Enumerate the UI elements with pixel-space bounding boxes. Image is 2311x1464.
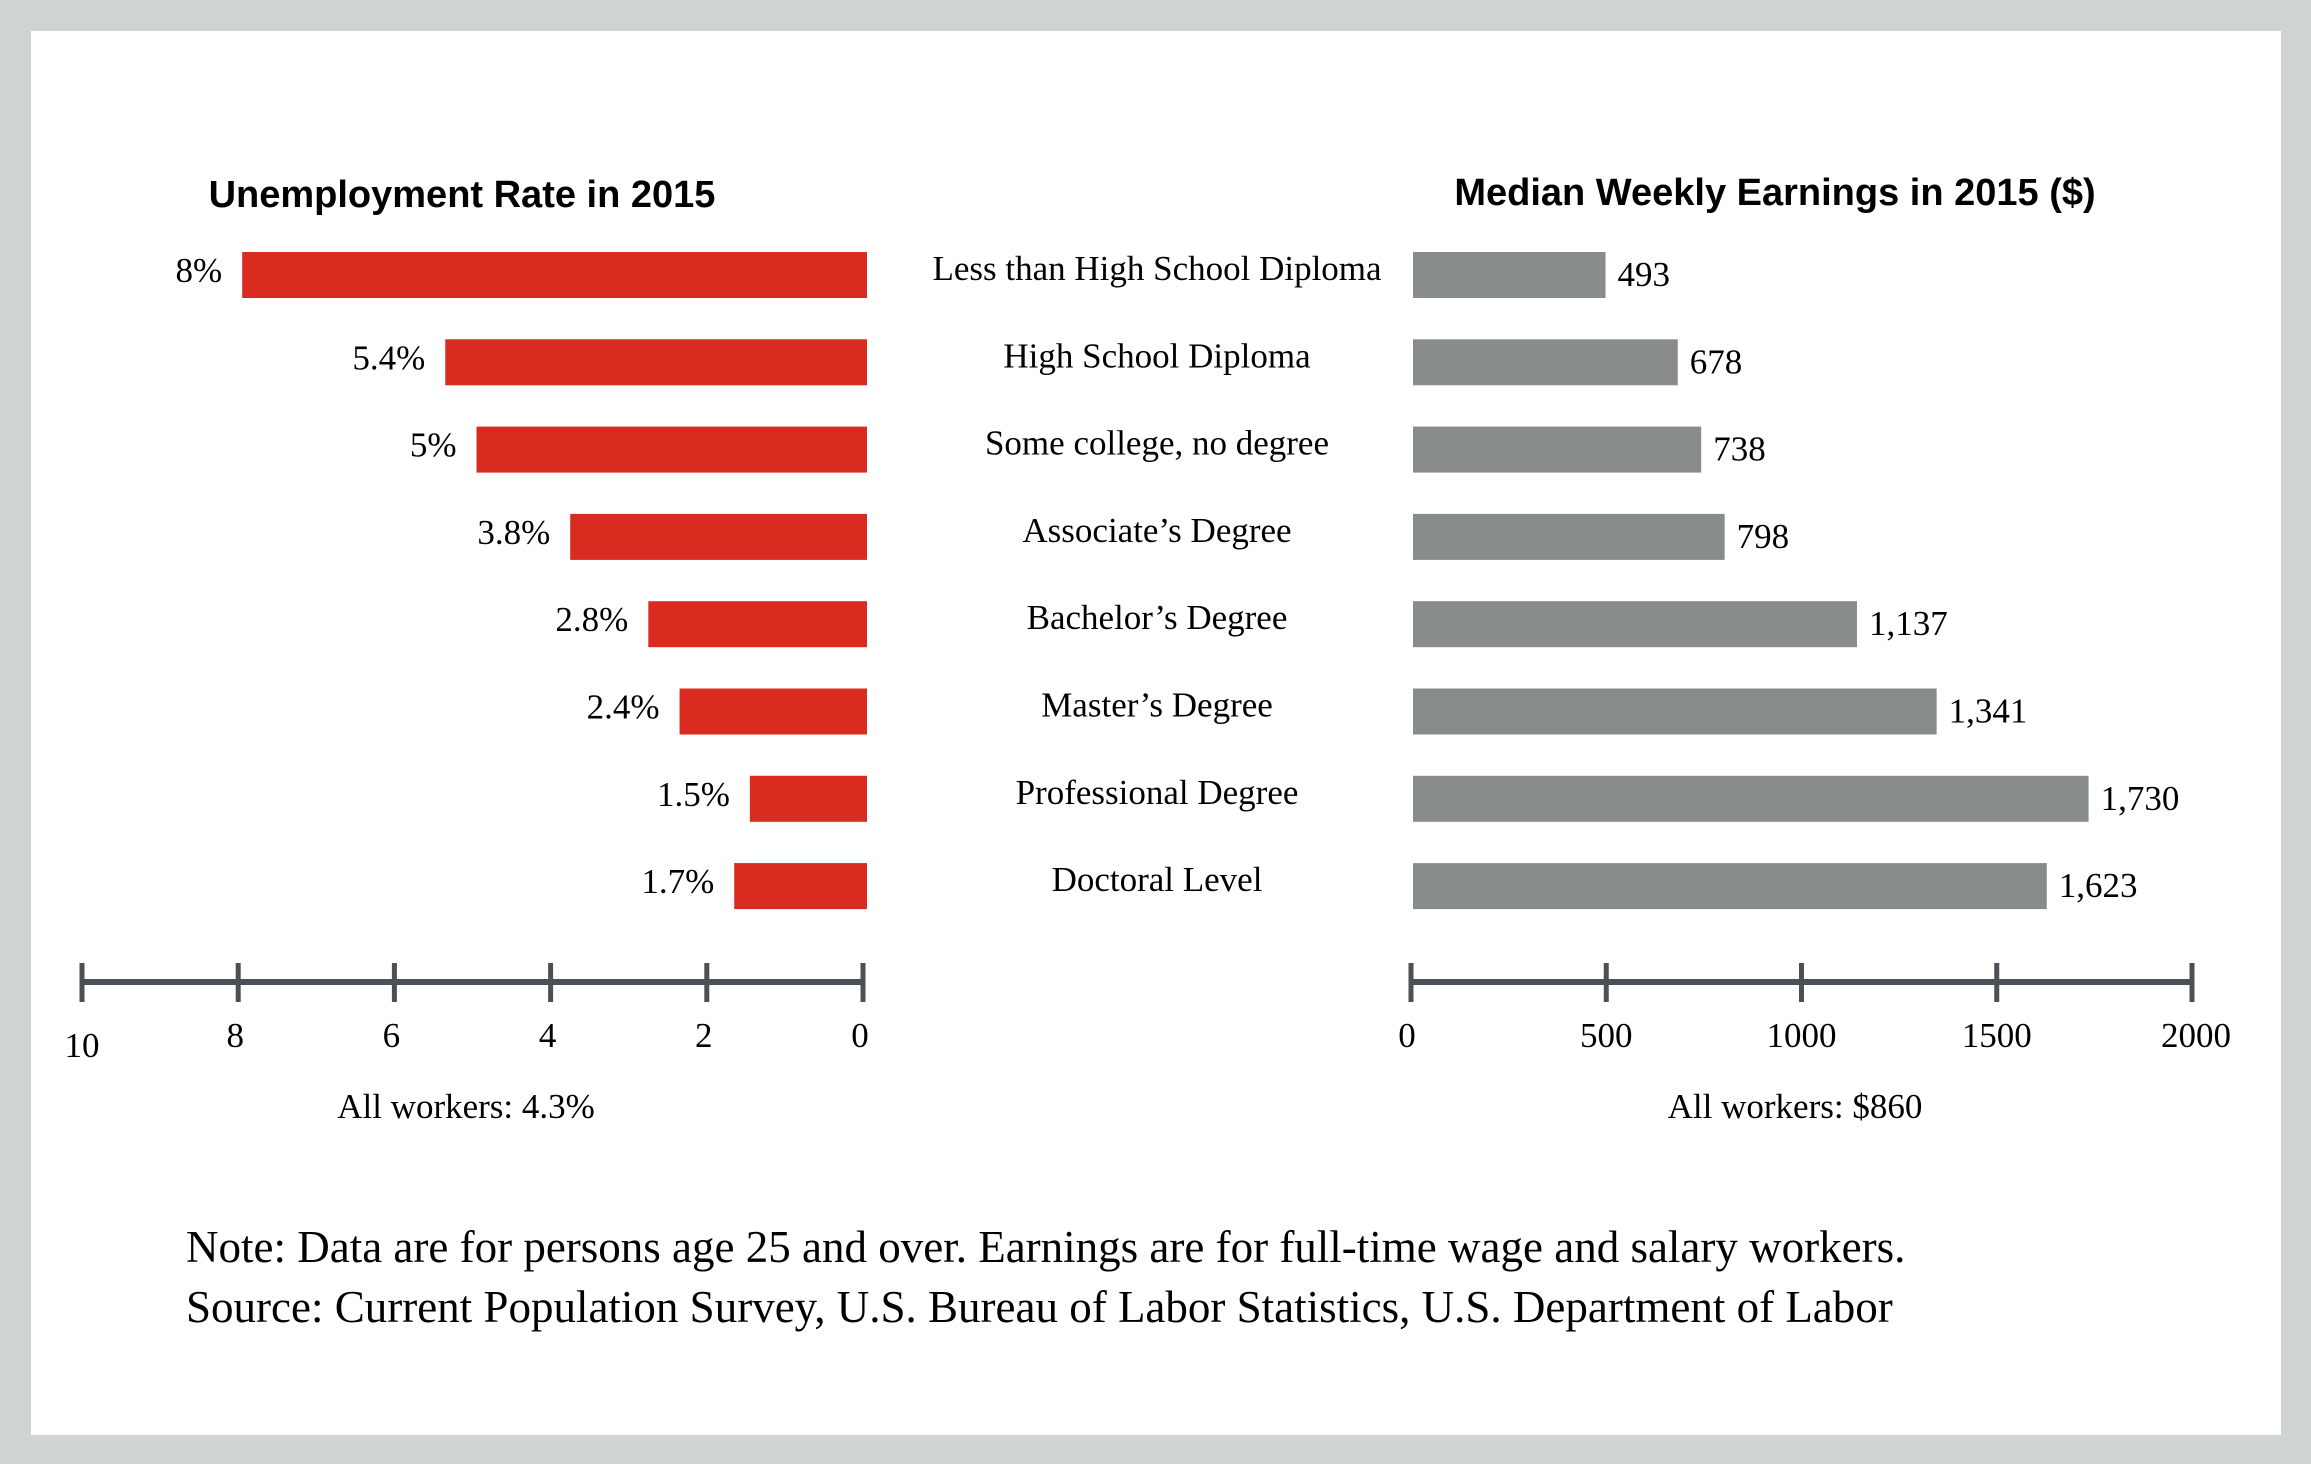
earnings-value-label: 1,341	[1949, 692, 2028, 731]
unemployment-bar	[734, 863, 867, 910]
unemployment-value-label: 2.4%	[587, 688, 660, 727]
unemployment-tick-label: 10	[65, 1026, 100, 1065]
earnings-bar	[1413, 775, 2089, 822]
unemployment-chart: 8% 5.4% 5% 3.8% 2.8% 2.4% 1.5% 1.7% 10 8 6 4 2 0	[65, 251, 869, 1065]
earnings-tick-label: 0	[1398, 1016, 1416, 1055]
earnings-tick-label: 1500	[1962, 1016, 2032, 1055]
earnings-tick-label: 2000	[2161, 1016, 2231, 1055]
unemployment-value-label: 8%	[176, 251, 223, 290]
category-label: Some college, no degree	[985, 424, 1329, 463]
unemployment-bar	[242, 252, 867, 298]
earnings-bar	[1413, 252, 1606, 298]
unemployment-value-label: 3.8%	[477, 513, 550, 552]
earnings-bar	[1413, 426, 1702, 473]
unemployment-chart-title: Unemployment Rate in 2015	[209, 174, 716, 216]
category-label: Doctoral Level	[1052, 860, 1263, 899]
unemployment-bar	[445, 339, 867, 386]
unemployment-tick-label: 6	[383, 1016, 401, 1055]
unemployment-value-label: 5%	[410, 426, 457, 465]
earnings-value-label: 1,623	[2059, 866, 2138, 905]
unemployment-value-label: 5.4%	[352, 338, 425, 377]
category-label: High School Diploma	[1003, 336, 1311, 375]
earnings-all-workers: All workers: $860	[1668, 1087, 1923, 1126]
earnings-value-label: 678	[1690, 342, 1743, 381]
source-text: Source: Current Population Survey, U.S. …	[186, 1282, 1893, 1332]
unemployment-value-label: 2.8%	[555, 600, 628, 639]
earnings-bar	[1413, 601, 1857, 648]
category-label: Associate’s Degree	[1022, 511, 1291, 550]
unemployment-tick-label: 4	[539, 1016, 557, 1055]
unemployment-bar	[476, 426, 867, 473]
unemployment-tick-label: 8	[226, 1016, 244, 1055]
unemployment-bar	[648, 601, 867, 648]
earnings-value-label: 798	[1737, 517, 1790, 556]
earnings-bar	[1413, 339, 1678, 386]
earnings-value-label: 738	[1713, 430, 1766, 469]
unemployment-tick-label: 0	[851, 1016, 869, 1055]
unemployment-bar	[679, 688, 867, 735]
category-label: Less than High School Diploma	[932, 249, 1382, 288]
category-label: Professional Degree	[1016, 773, 1299, 812]
earnings-value-label: 493	[1618, 255, 1671, 294]
category-label: Master’s Degree	[1041, 686, 1273, 725]
unemployment-all-workers: All workers: 4.3%	[337, 1087, 595, 1126]
earnings-value-label: 1,730	[2101, 779, 2180, 818]
earnings-tick-label: 500	[1580, 1016, 1633, 1055]
unemployment-value-label: 1.7%	[641, 862, 714, 901]
note-text: Note: Data are for persons age 25 and ov…	[186, 1222, 1905, 1272]
earnings-bar	[1413, 513, 1725, 560]
unemployment-bar	[570, 513, 867, 560]
earnings-chart: 493 678 738 798 1,137 1,341 1,730 1,623 0 500 1000…	[1398, 252, 2231, 1055]
earnings-chart-title: Median Weekly Earnings in 2015 ($)	[1454, 172, 2095, 214]
unemployment-bar	[749, 775, 867, 822]
earnings-tick-label: 1000	[1767, 1016, 1837, 1055]
category-label: Bachelor’s Degree	[1027, 598, 1288, 637]
unemployment-tick-label: 2	[695, 1016, 713, 1055]
unemployment-value-label: 1.5%	[657, 775, 730, 814]
earnings-value-label: 1,137	[1869, 604, 1948, 643]
earnings-bar	[1413, 863, 2047, 910]
category-labels: Less than High School Diploma High School…	[932, 249, 1382, 899]
earnings-bar	[1413, 688, 1937, 735]
